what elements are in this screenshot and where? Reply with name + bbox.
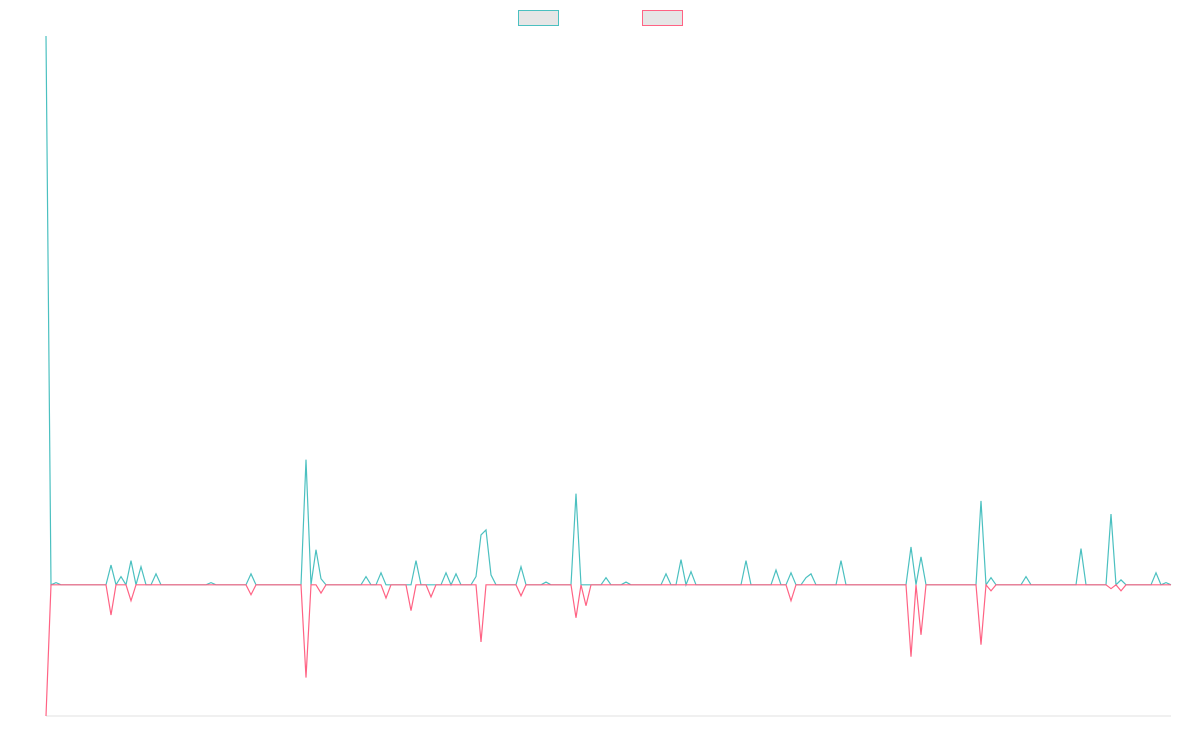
series-line: [45, 583, 1171, 717]
legend-swatch[interactable]: [518, 10, 559, 26]
series-line: [45, 35, 1172, 587]
legend-swatch[interactable]: [642, 10, 683, 26]
